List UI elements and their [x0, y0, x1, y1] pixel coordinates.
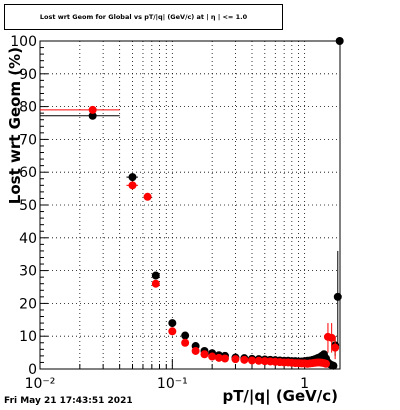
y-axis-label: Lost wrt Geom (%) [6, 47, 24, 204]
data-point-black [181, 331, 190, 340]
data-point-red [220, 354, 229, 363]
data-point-black [151, 271, 160, 280]
data-point-red [181, 338, 190, 347]
data-point-red [208, 352, 217, 361]
data-point-red [143, 192, 152, 201]
x-tick-label: 10⁻¹ [157, 376, 188, 392]
x-tick-label: 1 [300, 376, 309, 392]
y-tick-label: 80 [19, 100, 37, 116]
chart-title-box: Lost wrt Geom for Global vs pT/|q| (GeV/… [4, 4, 283, 30]
y-tick-label: 100 [10, 34, 37, 50]
y-tick-label: 40 [19, 231, 37, 247]
data-point-red [88, 105, 97, 114]
data-point-black [333, 292, 342, 301]
data-point-red [151, 279, 160, 288]
data-point-red [331, 343, 340, 352]
data-point-red [321, 359, 330, 368]
data-point-black [335, 37, 344, 45]
y-tick-label: 50 [19, 198, 37, 214]
data-point-red [200, 350, 209, 359]
y-tick-label: 90 [19, 67, 37, 83]
data-point-red [168, 327, 177, 336]
timestamp-footer: Fri May 21 17:43:51 2021 [4, 396, 133, 406]
data-point-red [254, 356, 263, 365]
data-point-red [231, 355, 240, 364]
y-tick-label: 0 [28, 362, 37, 378]
data-point-black [168, 319, 177, 328]
data-point-red [128, 181, 137, 190]
y-tick-label: 60 [19, 165, 37, 181]
data-point-red [240, 355, 249, 364]
data-point-red [247, 356, 256, 365]
chart-title: Lost wrt Geom for Global vs pT/|q| (GeV/… [39, 13, 248, 21]
y-tick-label: 30 [19, 264, 37, 280]
x-tick-label: 10⁻² [25, 376, 56, 392]
y-tick-label: 20 [19, 296, 37, 312]
y-tick-label: 10 [19, 329, 37, 345]
data-point-black [128, 173, 137, 182]
x-axis-label: pT/|q| (GeV/c) [222, 387, 338, 406]
data-point-red [327, 333, 336, 342]
data-point-red [191, 346, 200, 355]
data-point-black [329, 361, 338, 370]
data-point-black [88, 111, 97, 120]
data-point-red [214, 353, 223, 362]
y-tick-label: 70 [19, 132, 37, 148]
